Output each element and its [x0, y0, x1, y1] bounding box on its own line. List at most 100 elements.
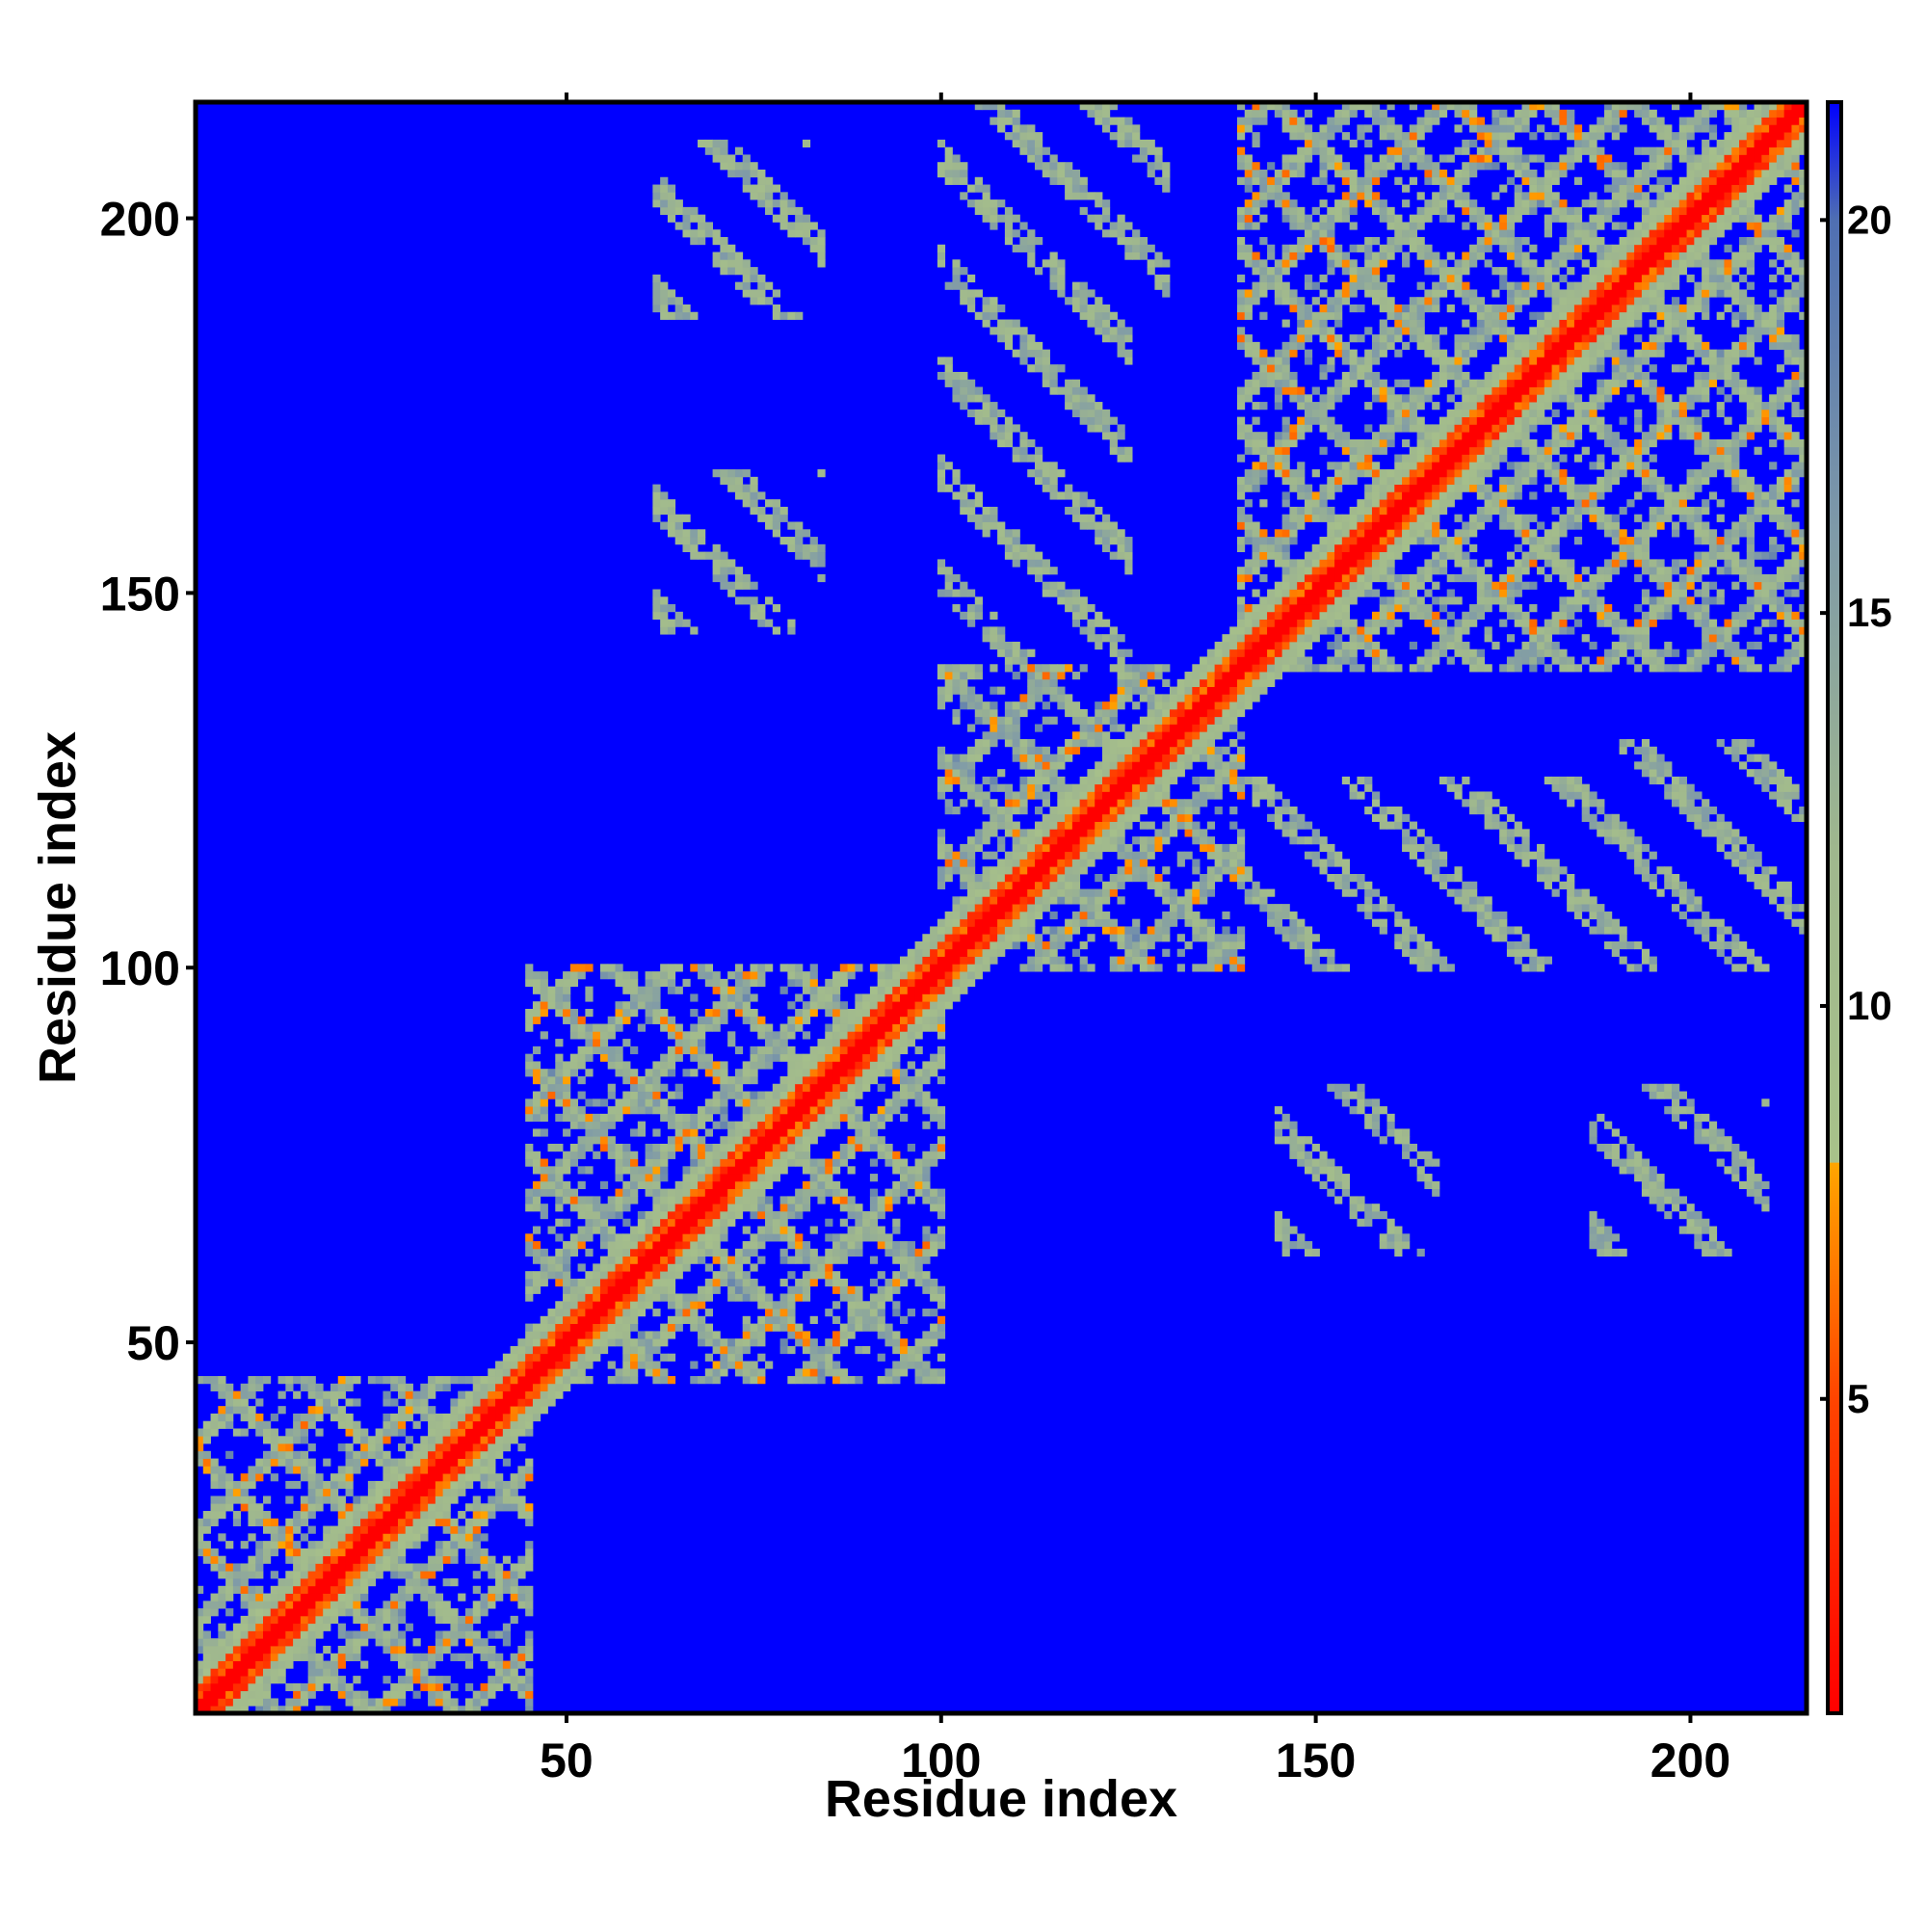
- heatmap-cell: [525, 1233, 534, 1242]
- heatmap-cell: [892, 1151, 901, 1159]
- heatmap-cell: [577, 1113, 586, 1123]
- heatmap-cell: [1087, 821, 1095, 830]
- heatmap-cell: [525, 1390, 534, 1399]
- heatmap-cell: [712, 986, 721, 994]
- heatmap-cell: [593, 1218, 601, 1227]
- heatmap-cell: [779, 311, 788, 320]
- heatmap-cell: [1101, 791, 1111, 800]
- heatmap-cell: [795, 1278, 804, 1287]
- heatmap-cell: [563, 1098, 571, 1107]
- heatmap-cell: [1101, 821, 1111, 830]
- heatmap-cell: [1117, 454, 1125, 463]
- heatmap-cell: [1079, 409, 1088, 418]
- heatmap-cell: [450, 1473, 459, 1482]
- heatmap-cell: [345, 1450, 354, 1459]
- heatmap-cell: [472, 1548, 481, 1557]
- heatmap-cell: [907, 1180, 915, 1190]
- heatmap-cell: [787, 1323, 796, 1332]
- heatmap-cell: [375, 1436, 383, 1444]
- heatmap-cell: [569, 1331, 579, 1339]
- heatmap-cell: [877, 986, 885, 994]
- heatmap-cell: [435, 1682, 444, 1692]
- heatmap-cell: [585, 1345, 594, 1355]
- heatmap-cell: [563, 1069, 571, 1077]
- heatmap-cell: [270, 1653, 278, 1661]
- heatmap-cell: [817, 469, 826, 478]
- heatmap-cell: [210, 1518, 219, 1526]
- heatmap-cell: [577, 1091, 586, 1099]
- heatmap-cell: [563, 1361, 571, 1369]
- heatmap-cell: [922, 978, 931, 988]
- heatmap-cell: [615, 1271, 623, 1280]
- heatmap-cell: [1004, 731, 1014, 740]
- heatmap-cell: [712, 1166, 721, 1175]
- heatmap-cell: [922, 1196, 931, 1204]
- heatmap-cell: [450, 1578, 459, 1587]
- heatmap-cell: [847, 1075, 856, 1085]
- heatmap-cell: [967, 941, 976, 950]
- heatmap-cell: [900, 964, 909, 972]
- heatmap-cell: [450, 1413, 459, 1422]
- heatmap-cell: [547, 1345, 556, 1355]
- heatmap-cell: [742, 1315, 751, 1325]
- heatmap-cell: [1117, 664, 1125, 673]
- heatmap-cell: [315, 1503, 324, 1512]
- heatmap-cell: [637, 1128, 647, 1137]
- heatmap-cell: [892, 1098, 901, 1107]
- heatmap-cell: [997, 424, 1006, 433]
- heatmap-cell: [390, 1653, 399, 1661]
- heatmap-cell: [660, 1218, 669, 1227]
- heatmap-cell: [720, 1143, 728, 1152]
- heatmap-cell: [847, 1083, 856, 1092]
- heatmap-cell: [1049, 469, 1058, 478]
- heatmap-cell: [480, 1443, 488, 1452]
- heatmap-cell: [397, 1698, 407, 1707]
- heatmap-cell: [1057, 934, 1066, 942]
- heatmap-cell: [1117, 896, 1125, 905]
- heatmap-cell: [330, 1406, 339, 1415]
- heatmap-cell: [585, 1293, 594, 1302]
- heatmap-cell: [585, 986, 594, 994]
- heatmap-cell: [637, 1345, 647, 1355]
- heatmap-cell: [277, 1458, 286, 1467]
- heatmap-cell: [255, 1653, 264, 1661]
- heatmap-cell: [1109, 521, 1118, 530]
- heatmap-cell: [809, 1113, 818, 1123]
- heatmap-cell: [248, 1608, 256, 1617]
- heatmap-cell: [488, 1406, 496, 1415]
- heatmap-cell: [712, 1188, 721, 1197]
- heatmap-cell: [622, 1301, 631, 1310]
- heatmap-cell: [742, 1151, 751, 1159]
- heatmap-cell: [960, 799, 968, 807]
- heatmap-cell: [1109, 791, 1118, 800]
- heatmap-cell: [293, 1623, 302, 1631]
- heatmap-cell: [232, 1646, 242, 1654]
- heatmap-cell: [982, 874, 990, 883]
- heatmap-cell: [937, 1016, 946, 1024]
- heatmap-cell: [428, 1406, 436, 1415]
- heatmap-cell: [922, 1001, 931, 1010]
- heatmap-cell: [742, 1226, 751, 1234]
- heatmap-cell: [667, 184, 676, 193]
- heatmap-cell: [1109, 881, 1118, 889]
- heatmap-cell: [307, 1458, 316, 1467]
- heatmap-cell: [630, 1309, 639, 1317]
- heatmap-cell: [944, 364, 953, 373]
- heatmap-cell: [712, 1158, 721, 1167]
- heatmap-cell: [532, 1113, 541, 1123]
- heatmap-cell: [779, 1098, 788, 1107]
- heatmap-cell: [1012, 807, 1020, 815]
- heatmap-cell: [1124, 746, 1133, 754]
- heatmap-cell: [540, 1271, 548, 1280]
- heatmap-cell: [952, 769, 961, 778]
- heatmap-cell: [765, 1151, 774, 1159]
- heatmap-cell: [495, 1660, 504, 1669]
- heatmap-cell: [1101, 807, 1111, 815]
- heatmap-cell: [593, 1023, 601, 1032]
- heatmap-cell: [563, 1263, 571, 1272]
- heatmap-cell: [698, 1016, 706, 1024]
- heatmap-cell: [464, 1548, 474, 1557]
- heatmap-cell: [615, 1001, 623, 1010]
- heatmap-cell: [765, 281, 774, 290]
- heatmap-cell: [1012, 349, 1020, 357]
